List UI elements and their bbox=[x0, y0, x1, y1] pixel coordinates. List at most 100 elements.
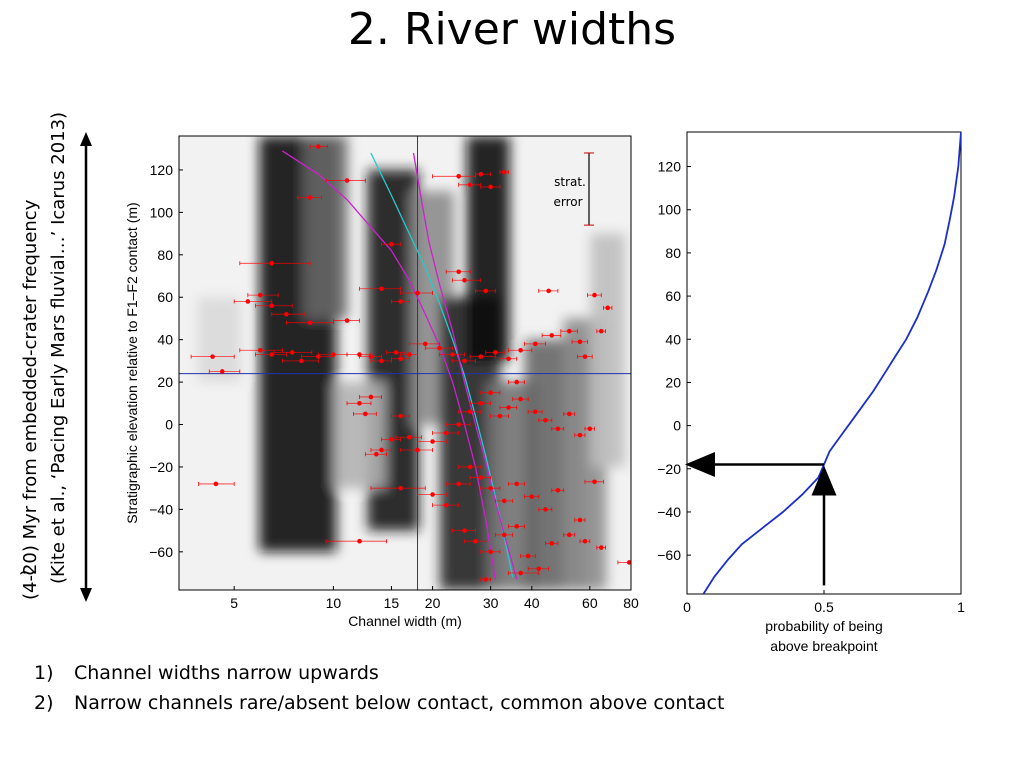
data-point bbox=[475, 288, 496, 294]
point-marker bbox=[443, 502, 449, 508]
data-point bbox=[346, 401, 372, 406]
data-point bbox=[400, 447, 433, 453]
data-point bbox=[391, 413, 410, 419]
data-point bbox=[574, 432, 586, 438]
y-tick-label: 20 bbox=[665, 374, 681, 390]
point-marker bbox=[389, 241, 394, 247]
data-point bbox=[271, 311, 306, 317]
data-point bbox=[538, 417, 553, 423]
point-marker bbox=[483, 577, 489, 582]
point-marker bbox=[543, 417, 548, 423]
data-point bbox=[391, 299, 410, 304]
point-marker bbox=[430, 439, 435, 444]
point-marker bbox=[497, 413, 503, 419]
strat-label: strat. bbox=[554, 175, 586, 189]
point-marker bbox=[536, 566, 542, 572]
reference-lines bbox=[179, 136, 631, 590]
point-marker bbox=[407, 352, 412, 357]
point-marker bbox=[307, 195, 313, 200]
data-point bbox=[381, 241, 402, 247]
point-marker bbox=[549, 333, 555, 338]
point-marker bbox=[257, 292, 263, 298]
x-tick-label: 60 bbox=[582, 595, 598, 611]
probability-curve bbox=[702, 132, 961, 594]
x-tick-label: 0 bbox=[683, 599, 691, 615]
data-point bbox=[359, 286, 402, 292]
point-marker bbox=[518, 396, 523, 402]
data-point bbox=[563, 411, 576, 417]
point-marker bbox=[456, 481, 461, 487]
point-marker bbox=[488, 184, 493, 190]
point-marker bbox=[389, 437, 394, 442]
data-point bbox=[445, 422, 471, 427]
y-tick-label: 120 bbox=[150, 162, 174, 178]
data-point bbox=[325, 538, 387, 544]
data-point bbox=[494, 532, 514, 538]
bullet-item-1: 1) Channel widths narrow upwards bbox=[34, 662, 724, 692]
data-point bbox=[386, 350, 406, 355]
point-marker bbox=[363, 411, 368, 417]
data-point bbox=[480, 549, 501, 555]
data-point bbox=[508, 481, 525, 487]
point-marker bbox=[514, 379, 520, 385]
point-marker bbox=[284, 311, 289, 317]
bullet-item-2: 2) Narrow channels rare/absent below con… bbox=[34, 692, 724, 722]
point-marker bbox=[393, 350, 399, 355]
data-point bbox=[432, 502, 460, 508]
point-marker bbox=[422, 341, 428, 347]
point-marker bbox=[331, 352, 336, 357]
point-marker bbox=[299, 358, 304, 364]
scatter-x-axis-label: Channel width (m) bbox=[348, 613, 462, 629]
data-point bbox=[255, 303, 293, 309]
data-point bbox=[281, 358, 319, 364]
data-point bbox=[499, 405, 518, 410]
y-tick-label: 60 bbox=[665, 288, 681, 304]
point-marker bbox=[549, 541, 555, 546]
data-point bbox=[198, 481, 235, 487]
data-point bbox=[400, 290, 433, 296]
data-point bbox=[364, 451, 387, 457]
point-marker bbox=[592, 479, 597, 485]
data-point bbox=[452, 528, 476, 533]
y-tick-label: 100 bbox=[150, 204, 174, 220]
data-point bbox=[524, 494, 540, 499]
point-marker bbox=[357, 538, 362, 544]
data-point bbox=[563, 532, 576, 538]
point-marker bbox=[478, 171, 484, 177]
data-point bbox=[560, 328, 578, 334]
strat-error-bar bbox=[584, 152, 594, 226]
point-marker bbox=[514, 481, 520, 487]
y-tick-label: 80 bbox=[157, 247, 173, 263]
bullet-number-2: 2) bbox=[34, 692, 54, 714]
data-point bbox=[370, 447, 392, 453]
point-marker bbox=[525, 553, 531, 559]
point-marker bbox=[598, 545, 604, 550]
point-marker bbox=[430, 492, 435, 497]
data-point bbox=[452, 358, 476, 364]
data-point bbox=[527, 409, 543, 415]
error-label: error bbox=[553, 195, 582, 209]
data-point bbox=[352, 411, 377, 417]
point-marker bbox=[210, 354, 215, 359]
data-point bbox=[233, 299, 273, 304]
point-marker bbox=[257, 347, 263, 353]
point-marker bbox=[605, 305, 611, 311]
point-marker bbox=[443, 430, 449, 436]
density-band bbox=[304, 136, 348, 319]
point-marker bbox=[518, 570, 523, 576]
density-band bbox=[466, 136, 510, 361]
point-marker bbox=[269, 352, 275, 357]
data-point bbox=[359, 354, 382, 359]
data-point bbox=[587, 292, 602, 298]
point-marker bbox=[473, 538, 478, 544]
point-marker bbox=[493, 350, 498, 355]
data-point bbox=[480, 184, 501, 190]
data-point bbox=[490, 413, 509, 419]
density-blur-group bbox=[197, 136, 625, 590]
scatter-frame bbox=[178, 135, 632, 591]
data-point bbox=[551, 426, 565, 432]
point-marker bbox=[478, 354, 484, 359]
data-point bbox=[370, 485, 426, 491]
data-point bbox=[445, 269, 471, 275]
